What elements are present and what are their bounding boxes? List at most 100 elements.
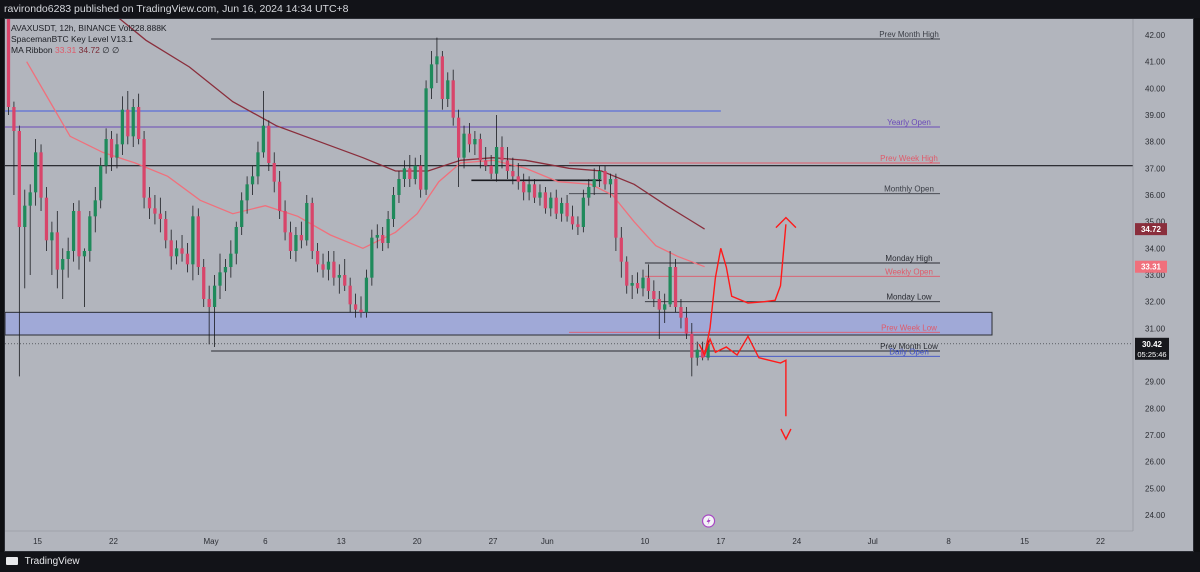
- candle-body: [321, 264, 325, 270]
- candle-body: [202, 267, 206, 299]
- candle-body: [278, 181, 282, 211]
- candle-body: [142, 139, 146, 198]
- candle-body: [424, 88, 428, 190]
- bullish-arrow-head: [775, 216, 797, 229]
- candle-body: [619, 237, 623, 262]
- candle-body: [44, 197, 49, 241]
- candle-body: [679, 307, 683, 318]
- time-tick-label: 6: [263, 537, 268, 546]
- candle: [240, 192, 244, 235]
- candle-body: [446, 80, 450, 99]
- price-tick-label: 42.00: [1145, 31, 1166, 40]
- candle-body: [706, 343, 710, 358]
- price-chart[interactable]: Prev Month High Yearly Open Prev Week High…: [5, 19, 1193, 551]
- candle-body: [657, 299, 661, 310]
- candle-body: [451, 80, 455, 118]
- candle: [451, 69, 455, 126]
- candle-body: [185, 253, 190, 265]
- indicator-key-level[interactable]: SpacemanBTC Key Level V13.1: [11, 34, 133, 44]
- candle-body: [256, 152, 260, 177]
- candle-body: [608, 179, 613, 185]
- candle: [402, 160, 407, 187]
- candle-body: [646, 277, 651, 291]
- candle: [440, 51, 444, 110]
- candle: [315, 243, 320, 273]
- candle-body: [12, 107, 16, 131]
- ma-fast-line: [26, 61, 705, 268]
- candle: [109, 131, 114, 171]
- candle: [381, 227, 385, 251]
- candle: [657, 291, 661, 339]
- time-tick-label: May: [204, 537, 219, 546]
- candle: [180, 235, 184, 262]
- ma-price-badge-text: 34.72: [1141, 225, 1162, 234]
- symbol-info[interactable]: AVAXUSDT, 12h, BINANCE Vol228.888K: [11, 23, 167, 33]
- candle-body: [690, 333, 694, 358]
- candle: [668, 251, 672, 307]
- candle-body: [88, 216, 92, 251]
- candle-body: [191, 216, 195, 265]
- price-tick-label: 41.00: [1145, 58, 1166, 67]
- candle-body: [364, 277, 369, 313]
- candle-body: [6, 19, 11, 107]
- candle-body: [164, 219, 168, 241]
- candle: [23, 189, 27, 289]
- price-tick-label: 29.00: [1145, 378, 1166, 387]
- candle: [250, 165, 255, 195]
- price-tick-label: 34.00: [1145, 244, 1166, 253]
- candle: [494, 115, 499, 182]
- candle: [364, 269, 369, 318]
- candle: [39, 144, 43, 211]
- candle-body: [99, 165, 103, 201]
- key-level-label: Monday Low: [886, 293, 932, 302]
- candle: [321, 253, 325, 278]
- candle-body: [386, 219, 390, 243]
- candle: [413, 157, 417, 185]
- candle-body: [71, 211, 76, 251]
- brand-name[interactable]: TradingView: [24, 556, 80, 567]
- candle: [673, 259, 678, 313]
- candle-body: [375, 235, 379, 238]
- candle-body: [549, 197, 553, 209]
- chart-panel[interactable]: Prev Month High Yearly Open Prev Week High…: [4, 18, 1194, 552]
- candle: [218, 253, 222, 299]
- candle-body: [137, 107, 141, 139]
- bearish-scenario-path: [703, 334, 787, 417]
- candle: [592, 168, 596, 195]
- candle-body: [500, 147, 504, 161]
- candle: [386, 211, 390, 249]
- candle-body: [359, 309, 363, 313]
- candle-body: [522, 181, 526, 193]
- time-tick-label: Jun: [541, 537, 554, 546]
- candle: [456, 109, 461, 187]
- countdown-text: 05:25:46: [1137, 350, 1166, 359]
- candle-body: [207, 299, 211, 307]
- candle-body: [39, 152, 43, 198]
- candle: [619, 227, 623, 278]
- time-tick-label: 15: [33, 537, 42, 546]
- candle-body: [348, 285, 352, 305]
- candle-body: [435, 56, 439, 65]
- candle-body: [131, 107, 135, 137]
- price-tick-label: 26.00: [1145, 458, 1166, 467]
- candle-body: [402, 168, 407, 179]
- candle-body: [337, 275, 341, 278]
- candle-body: [695, 349, 699, 358]
- candle-body: [261, 125, 266, 153]
- ma-ribbon-name: MA Ribbon: [11, 45, 53, 55]
- candle-body: [180, 248, 184, 254]
- candle: [229, 240, 233, 278]
- candle: [684, 307, 689, 339]
- time-tick-label: 24: [792, 537, 801, 546]
- candle-body: [467, 133, 472, 145]
- candle-body: [23, 205, 27, 227]
- footer-bar: TradingView: [0, 552, 1200, 572]
- candle-body: [250, 176, 255, 185]
- candle-body: [543, 192, 548, 209]
- candle-body: [381, 235, 385, 243]
- candle: [137, 93, 141, 145]
- price-tick-label: 36.00: [1145, 191, 1166, 200]
- candle: [196, 208, 200, 275]
- candle: [17, 125, 21, 377]
- indicator-ma-ribbon[interactable]: MA Ribbon 33.31 34.72 ∅ ∅: [11, 45, 167, 56]
